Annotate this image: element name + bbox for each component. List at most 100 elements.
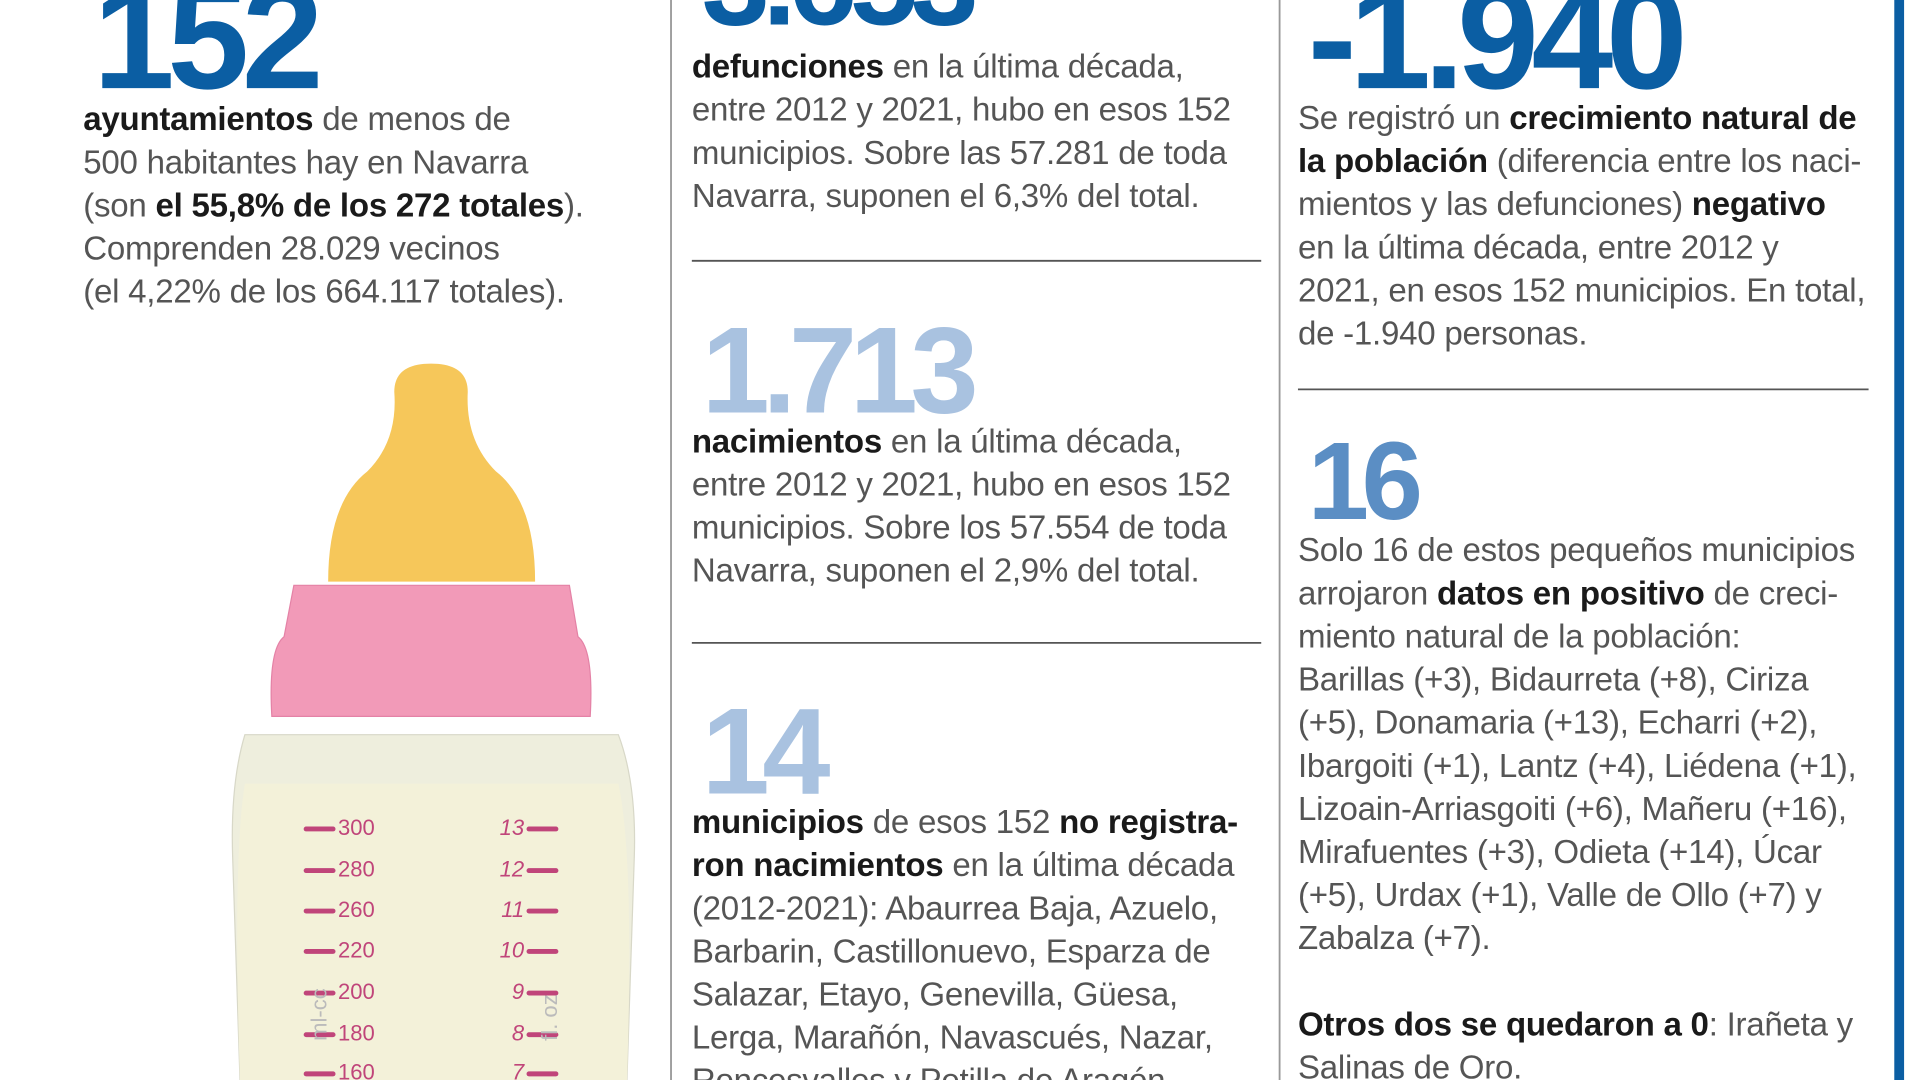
text-line: nacimientos en la última década, xyxy=(692,423,1182,460)
text-line: Barbarin, Castillonuevo, Esparza de xyxy=(692,933,1211,970)
text-run: Mirafuentes (+3), Odieta (+14), Úcar xyxy=(1298,833,1822,871)
text-run: Lerga, Marañón, Navascués, Nazar, xyxy=(692,1019,1213,1056)
text-line: Lerga, Marañón, Navascués, Nazar, xyxy=(692,1019,1213,1056)
text-run: mientos y las defunciones) xyxy=(1298,186,1692,223)
text-line: municipios. Sobre los 57.554 de toda xyxy=(692,509,1228,546)
ml-label: 180 xyxy=(338,1021,375,1046)
bold-run: el 55,8% de los 272 totales xyxy=(156,187,565,224)
milk xyxy=(237,783,630,1080)
text-run: en la última década, xyxy=(884,48,1184,85)
oz-label: 9 xyxy=(512,979,524,1004)
text-run: Lizoain-Arriasgoiti (+6), Mañeru (+16), xyxy=(1298,791,1847,828)
text-line: Mirafuentes (+3), Odieta (+14), Úcar xyxy=(1298,833,1822,871)
text-line: la población (diferencia entre los naci- xyxy=(1298,143,1861,180)
text-run: en la última década, xyxy=(882,423,1182,460)
oz-label: 11 xyxy=(501,897,524,922)
bold-run: la población xyxy=(1298,143,1488,180)
bold-run: municipios xyxy=(692,804,864,841)
text-run: Navarra, suponen el 6,3% del total. xyxy=(692,178,1200,215)
ml-label: 300 xyxy=(338,815,375,840)
text-run: municipios. Sobre los 57.554 de toda xyxy=(692,509,1228,546)
ml-unit: ml-cc xyxy=(307,988,332,1041)
text-run: en la última década xyxy=(943,847,1235,884)
bold-run: ron nacimientos xyxy=(692,847,944,884)
bold-run: Otros dos se quedaron a 0 xyxy=(1298,1006,1709,1043)
text-line: ayuntamientos de menos de xyxy=(83,101,510,138)
bold-run: negativo xyxy=(1692,186,1826,223)
text-run: de -1.940 personas. xyxy=(1298,315,1587,352)
text-run: (son xyxy=(83,187,155,224)
oz-label: 8 xyxy=(512,1021,525,1046)
text-run: entre 2012 y 2021, hubo en esos 152 xyxy=(692,91,1231,128)
text-line: Salinas de Oro. xyxy=(1298,1049,1522,1080)
text-line: entre 2012 y 2021, hubo en esos 152 xyxy=(692,466,1231,503)
text-run: (2012-2021): Abaurrea Baja, Azuelo, xyxy=(692,890,1218,927)
big-number: 3.653 xyxy=(702,0,975,50)
text-line: 2021, en esos 152 municipios. En total, xyxy=(1298,272,1865,309)
baby-bottle xyxy=(231,363,636,1080)
ml-label: 160 xyxy=(338,1060,375,1080)
oz-label: 10 xyxy=(500,937,525,962)
text-run: Solo 16 de estos pequeños municipios xyxy=(1298,532,1855,569)
collar xyxy=(270,584,592,717)
text-line: arrojaron datos en positivo de creci- xyxy=(1298,575,1838,612)
oz-label: 12 xyxy=(500,856,525,881)
text-run: Roncesvalles y Petilla de Aragón. xyxy=(692,1062,1174,1080)
text-line: (el 4,22% de los 664.117 totales). xyxy=(83,273,565,310)
text-line: Lizoain-Arriasgoiti (+6), Mañeru (+16), xyxy=(1298,791,1847,828)
big-number: 152 xyxy=(93,0,318,120)
oz-label: 7 xyxy=(512,1060,525,1080)
text-line: en la última década, entre 2012 y xyxy=(1298,229,1779,266)
text-run: (+5), Donamaria (+13), Echarri (+2), xyxy=(1298,704,1817,741)
big-number: 1.713 xyxy=(702,302,975,439)
text-line: (son el 55,8% de los 272 totales). xyxy=(83,187,583,224)
text-run: : Irañeta y xyxy=(1709,1006,1854,1043)
text-line: Solo 16 de estos pequeños municipios xyxy=(1298,532,1855,569)
text-run: arrojaron xyxy=(1298,575,1437,612)
text-line: (+5), Urdax (+1), Valle de Ollo (+7) y xyxy=(1298,877,1822,914)
oz-unit: fl. oz xyxy=(537,994,562,1041)
text-run: (el 4,22% de los 664.117 totales). xyxy=(83,273,565,310)
text-run: (+5), Urdax (+1), Valle de Ollo (+7) y xyxy=(1298,877,1822,914)
ml-label: 280 xyxy=(338,856,375,881)
text-line: defunciones en la última década, xyxy=(692,48,1184,85)
text-run: de esos 152 xyxy=(864,804,1059,841)
text-run: de creci- xyxy=(1705,575,1838,612)
text-run: 500 habitantes hay en Navarra xyxy=(83,144,529,181)
text-line: Zabalza (+7). xyxy=(1298,920,1490,957)
text-run: Navarra, suponen el 2,9% del total. xyxy=(692,552,1200,589)
text-line: Roncesvalles y Petilla de Aragón. xyxy=(692,1062,1174,1080)
bold-run: defunciones xyxy=(692,48,884,85)
text-run: miento natural de la población: xyxy=(1298,618,1741,655)
big-number: -1.940 xyxy=(1308,0,1682,120)
bold-run: ayuntamientos xyxy=(83,101,313,138)
text-line: Otros dos se quedaron a 0: Irañeta y xyxy=(1298,1006,1854,1043)
big-number: 14 xyxy=(702,682,831,819)
text-line: Se registró un crecimiento natural de xyxy=(1298,100,1856,137)
big-number: 16 xyxy=(1308,420,1420,543)
ml-label: 200 xyxy=(338,979,375,1004)
bold-run: nacimientos xyxy=(692,423,882,460)
accent-bar xyxy=(1894,0,1905,1080)
text-line: 500 habitantes hay en Navarra xyxy=(83,144,529,181)
oz-label: 13 xyxy=(500,815,525,840)
text-line: (2012-2021): Abaurrea Baja, Azuelo, xyxy=(692,890,1218,927)
text-run: entre 2012 y 2021, hubo en esos 152 xyxy=(692,466,1231,503)
text-line: Comprenden 28.029 vecinos xyxy=(83,230,499,267)
text-line: (+5), Donamaria (+13), Echarri (+2), xyxy=(1298,704,1817,741)
text-line: Navarra, suponen el 2,9% del total. xyxy=(692,552,1200,589)
bold-run: crecimiento natural de xyxy=(1509,100,1856,137)
ml-label: 220 xyxy=(338,937,375,962)
text-run: ). xyxy=(564,187,584,224)
bold-run: datos en positivo xyxy=(1437,575,1705,612)
nipple xyxy=(328,363,536,582)
ml-label: 260 xyxy=(338,897,375,922)
text-line: municipios. Sobre las 57.281 de toda xyxy=(692,135,1228,172)
text-line: mientos y las defunciones) negativo xyxy=(1298,186,1826,223)
text-line: Barillas (+3), Bidaurreta (+8), Ciriza xyxy=(1298,661,1809,698)
text-run: Comprenden 28.029 vecinos xyxy=(83,230,499,267)
text-run: Zabalza (+7). xyxy=(1298,920,1490,957)
text-line: Ibargoiti (+1), Lantz (+4), Liédena (+1)… xyxy=(1298,747,1857,784)
